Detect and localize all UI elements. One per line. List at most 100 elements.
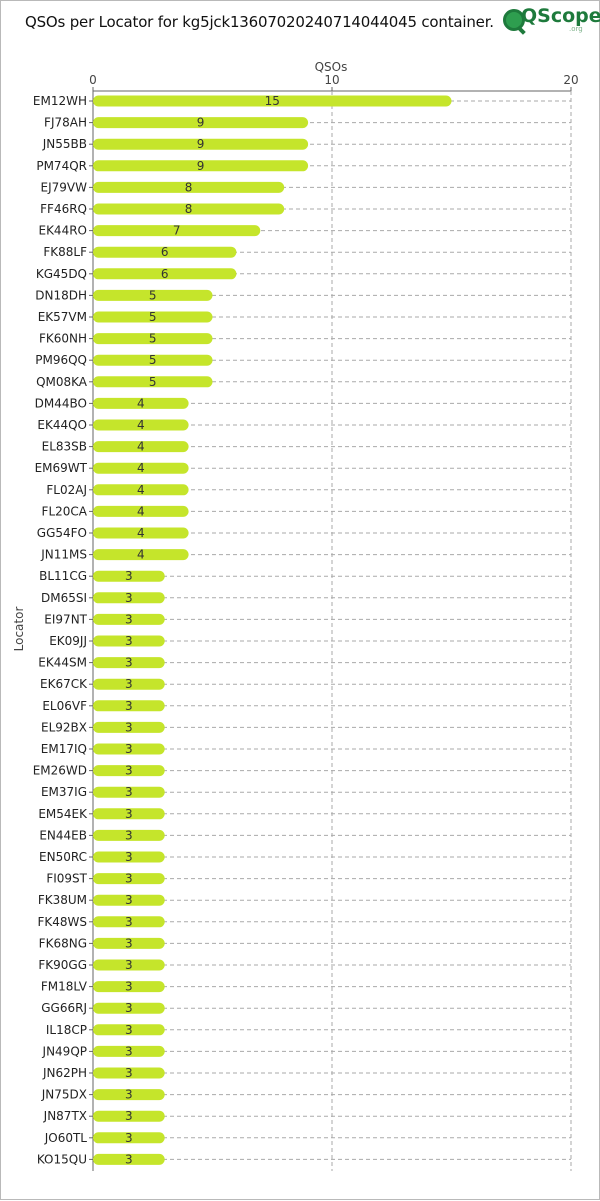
category-label: FF46RQ bbox=[40, 202, 87, 216]
category-label: IL18CP bbox=[46, 1023, 87, 1037]
bar bbox=[93, 808, 165, 820]
value-label: 3 bbox=[125, 569, 133, 583]
value-label: 15 bbox=[265, 94, 280, 108]
category-label: EM37IG bbox=[41, 785, 87, 799]
x-axis-label: QSOs bbox=[315, 60, 348, 74]
category-label: EN44EB bbox=[39, 828, 87, 842]
bar-layer bbox=[93, 95, 452, 1165]
category-label: FK38UM bbox=[38, 893, 87, 907]
x-tick-label: 0 bbox=[89, 73, 97, 87]
value-label: 3 bbox=[125, 699, 133, 713]
value-label: 6 bbox=[161, 245, 169, 259]
value-label: 3 bbox=[125, 1152, 133, 1166]
bar bbox=[93, 851, 165, 863]
value-label: 5 bbox=[149, 332, 157, 346]
bar bbox=[93, 1024, 165, 1036]
value-label: 5 bbox=[149, 310, 157, 324]
bar bbox=[93, 635, 165, 647]
logo-wordmark: QScope bbox=[521, 5, 600, 27]
category-label: FL20CA bbox=[42, 504, 88, 518]
value-label: 4 bbox=[137, 418, 145, 432]
value-label: 4 bbox=[137, 483, 145, 497]
category-label: EK44RO bbox=[38, 224, 87, 238]
bar bbox=[93, 657, 165, 669]
value-label: 4 bbox=[137, 526, 145, 540]
category-label: KG45DQ bbox=[36, 267, 87, 281]
bar bbox=[93, 592, 165, 604]
category-label: EK44SM bbox=[38, 656, 87, 670]
bar bbox=[93, 268, 237, 280]
value-label: 7 bbox=[173, 224, 181, 238]
value-label: 4 bbox=[137, 548, 145, 562]
value-label: 4 bbox=[137, 396, 145, 410]
value-label: 9 bbox=[197, 159, 205, 173]
value-label: 3 bbox=[125, 677, 133, 691]
category-label: EL06VF bbox=[42, 699, 87, 713]
value-label: 3 bbox=[125, 612, 133, 626]
category-label: DM65SI bbox=[41, 591, 87, 605]
value-label: 3 bbox=[125, 850, 133, 864]
bar bbox=[93, 1089, 165, 1101]
value-label: 5 bbox=[149, 288, 157, 302]
value-label: 3 bbox=[125, 785, 133, 799]
bar bbox=[93, 505, 189, 517]
chart-title: QSOs per Locator for kg5jck1360702024071… bbox=[25, 13, 494, 31]
category-label: JN49QP bbox=[42, 1044, 87, 1058]
category-label: KO15QU bbox=[37, 1152, 87, 1166]
value-label: 3 bbox=[125, 915, 133, 929]
bar bbox=[93, 743, 165, 755]
qscope-logo: QScope .org bbox=[501, 5, 600, 37]
value-label: 3 bbox=[125, 764, 133, 778]
category-label: EM54EK bbox=[38, 807, 88, 821]
value-label: 3 bbox=[125, 634, 133, 648]
bar bbox=[93, 95, 452, 107]
bar bbox=[93, 1110, 165, 1122]
bar bbox=[93, 678, 165, 690]
bar bbox=[93, 1067, 165, 1079]
category-label: FM18LV bbox=[41, 980, 88, 994]
category-label: EM17IQ bbox=[41, 742, 87, 756]
bar bbox=[93, 721, 165, 733]
value-label: 5 bbox=[149, 353, 157, 367]
category-label: QM08KA bbox=[36, 375, 88, 389]
bar bbox=[93, 419, 189, 431]
bar bbox=[93, 527, 189, 539]
value-label: 3 bbox=[125, 980, 133, 994]
bar bbox=[93, 354, 213, 366]
category-label: FJ78AH bbox=[44, 116, 87, 130]
value-label: 9 bbox=[197, 116, 205, 130]
value-label: 3 bbox=[125, 656, 133, 670]
value-label: 3 bbox=[125, 1109, 133, 1123]
value-label: 3 bbox=[125, 893, 133, 907]
category-label: EM69WT bbox=[35, 461, 88, 475]
bar bbox=[93, 549, 189, 561]
category-label: EJ79VW bbox=[41, 180, 88, 194]
value-label: 3 bbox=[125, 1066, 133, 1080]
bar bbox=[93, 700, 165, 712]
bar bbox=[93, 246, 237, 258]
bar bbox=[93, 916, 165, 928]
value-label: 4 bbox=[137, 440, 145, 454]
bar bbox=[93, 311, 213, 323]
x-tick-label: 20 bbox=[563, 73, 578, 87]
bar bbox=[93, 138, 309, 150]
value-label: 5 bbox=[149, 375, 157, 389]
category-label: EL83SB bbox=[42, 440, 87, 454]
category-label: EM26WD bbox=[33, 764, 87, 778]
category-label: FL02AJ bbox=[46, 483, 87, 497]
bar bbox=[93, 441, 189, 453]
value-label: 4 bbox=[137, 504, 145, 518]
bar bbox=[93, 959, 165, 971]
value-label: 3 bbox=[125, 1001, 133, 1015]
category-label: DM44BO bbox=[35, 396, 87, 410]
value-label: 3 bbox=[125, 1088, 133, 1102]
category-label: EN50RC bbox=[39, 850, 87, 864]
category-label: DN18DH bbox=[35, 288, 87, 302]
bar bbox=[93, 181, 285, 193]
value-label: 3 bbox=[125, 1023, 133, 1037]
value-label: 3 bbox=[125, 1131, 133, 1145]
value-label: 8 bbox=[185, 180, 193, 194]
category-label: EK67CK bbox=[40, 677, 88, 691]
category-label: GG66RJ bbox=[41, 1001, 87, 1015]
